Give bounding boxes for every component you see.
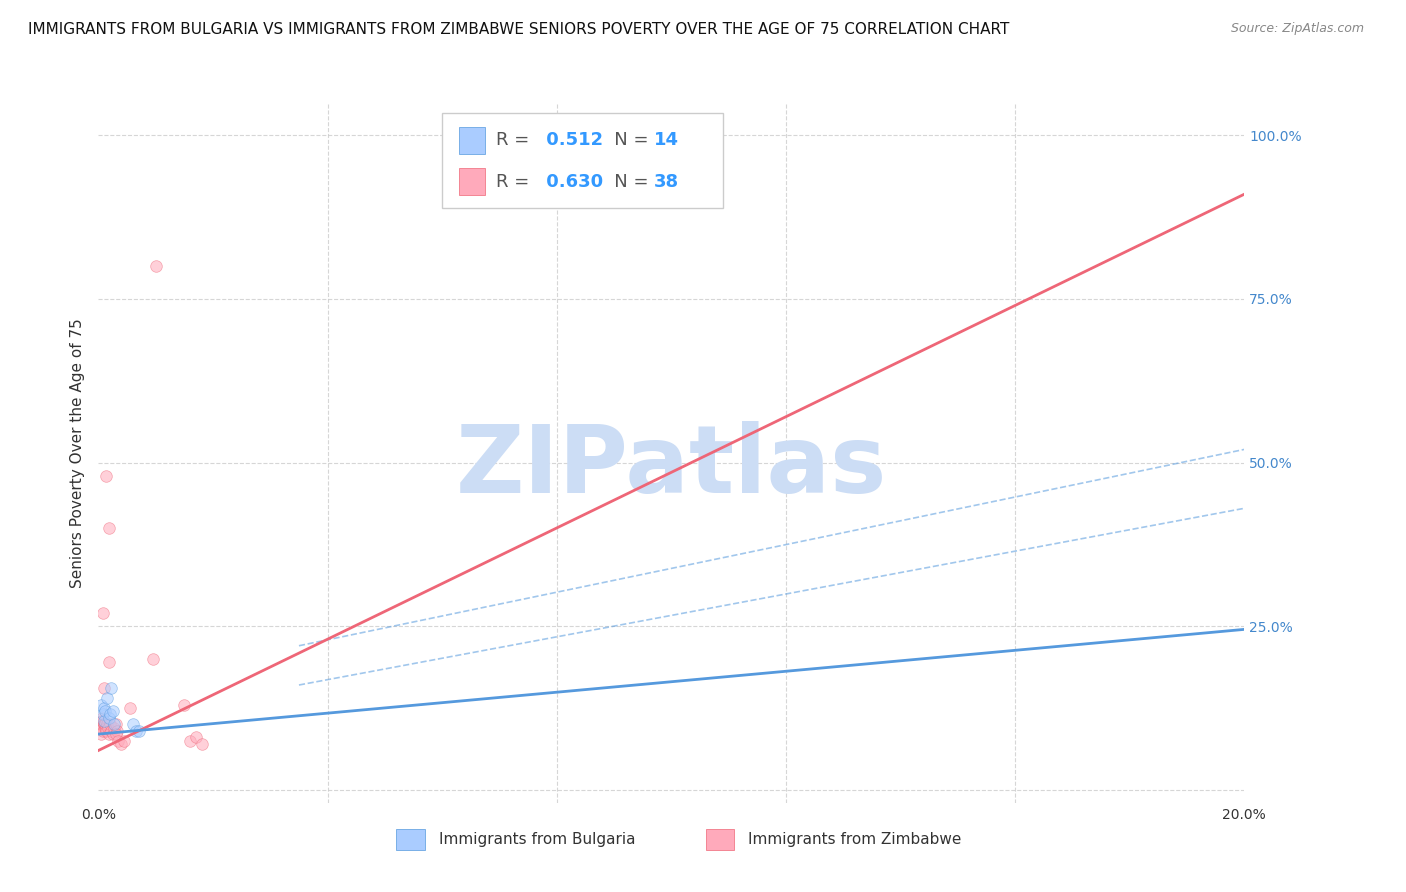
Point [104, 727, 127, 741]
Point [96, 717, 118, 731]
Text: N =: N = [598, 173, 654, 191]
FancyBboxPatch shape [396, 830, 425, 850]
Point [121, 717, 143, 731]
Point [91, 723, 114, 738]
FancyBboxPatch shape [460, 127, 485, 153]
Point [190, 737, 212, 751]
Point [104, 717, 127, 731]
Point [93, 701, 115, 715]
Text: Immigrants from Zimbabwe: Immigrants from Zimbabwe [748, 832, 962, 847]
Point [90, 727, 112, 741]
Point [97, 727, 120, 741]
Point [107, 733, 129, 747]
Text: 14: 14 [654, 131, 679, 149]
Point [173, 698, 195, 712]
Point [96, 468, 118, 483]
Point [94, 717, 117, 731]
Point [101, 727, 124, 741]
Point [91, 707, 114, 722]
Point [93, 721, 115, 735]
Point [145, 259, 167, 273]
Point [103, 721, 125, 735]
Point [118, 701, 141, 715]
Point [93, 681, 115, 696]
Text: R =: R = [496, 131, 536, 149]
Point [100, 681, 122, 696]
Point [101, 704, 124, 718]
FancyBboxPatch shape [441, 113, 723, 208]
Point [100, 723, 122, 738]
Point [110, 737, 132, 751]
Point [96, 723, 118, 738]
Text: R =: R = [496, 173, 536, 191]
Point [90, 711, 112, 725]
Point [89, 717, 111, 731]
Point [91, 606, 114, 620]
Point [603, 128, 626, 143]
Point [93, 717, 115, 731]
Text: N =: N = [598, 131, 654, 149]
Text: IMMIGRANTS FROM BULGARIA VS IMMIGRANTS FROM ZIMBABWE SENIORS POVERTY OVER THE AG: IMMIGRANTS FROM BULGARIA VS IMMIGRANTS F… [28, 22, 1010, 37]
Point [97, 721, 120, 735]
Point [91, 714, 114, 728]
Y-axis label: Seniors Poverty Over the Age of 75: Seniors Poverty Over the Age of 75 [69, 318, 84, 588]
Point [93, 714, 115, 728]
Point [128, 723, 150, 738]
Point [97, 521, 120, 535]
Point [97, 655, 120, 669]
Text: 0.512: 0.512 [540, 131, 603, 149]
Point [98, 707, 121, 722]
Text: Source: ZipAtlas.com: Source: ZipAtlas.com [1230, 22, 1364, 36]
Text: 38: 38 [654, 173, 679, 191]
FancyBboxPatch shape [460, 169, 485, 195]
Point [93, 717, 115, 731]
Point [94, 721, 117, 735]
Point [105, 723, 128, 738]
Point [94, 704, 117, 718]
Text: Immigrants from Bulgaria: Immigrants from Bulgaria [439, 832, 636, 847]
Point [112, 733, 135, 747]
Point [184, 731, 207, 745]
Point [103, 717, 125, 731]
Text: ZIPatlas: ZIPatlas [456, 421, 887, 513]
FancyBboxPatch shape [706, 830, 734, 850]
Point [90, 698, 112, 712]
Point [90, 721, 112, 735]
Point [179, 733, 201, 747]
Point [124, 723, 146, 738]
Point [98, 717, 121, 731]
Point [96, 691, 118, 706]
Point [142, 652, 165, 666]
Point [97, 711, 120, 725]
Text: 0.630: 0.630 [540, 173, 603, 191]
